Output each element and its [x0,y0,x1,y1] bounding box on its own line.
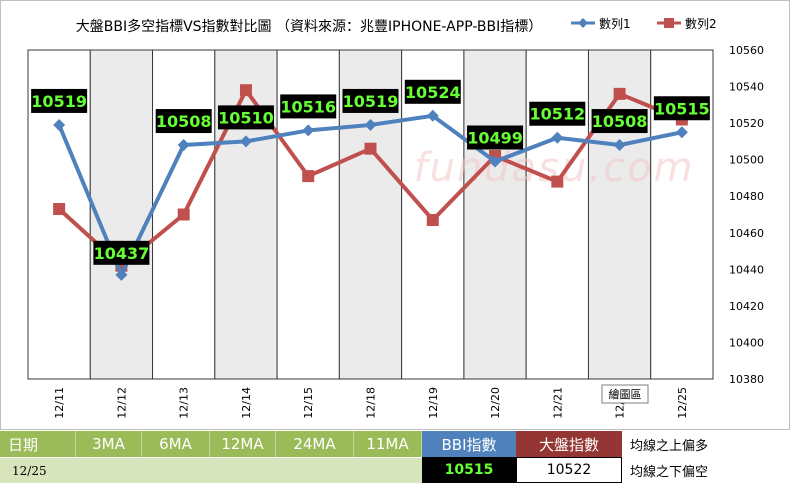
header-bbi: BBI指數 [422,431,516,457]
x-tick-label: 12/14 [240,387,253,419]
tooltip-text: 繪圖區 [609,387,642,401]
data-label-box [467,125,524,150]
header-6ma: 6MA [142,431,210,457]
plot-band [587,49,652,380]
series-1-point [239,135,252,148]
data-label-box [217,105,274,130]
plot-band [214,49,278,380]
x-tick-label: 12/19 [427,387,440,419]
x-tick-label: 12/15 [302,387,315,419]
header-index: 大盤指數 [516,431,622,457]
series-2-point [177,208,190,221]
legend-label: 數列1 [599,17,631,31]
series-1-point [675,126,688,139]
y-tick-label: 10420 [729,300,764,313]
legend: 數列1 數列2 [571,17,717,31]
data-label: 10508 [592,112,648,131]
plot-band [89,49,154,380]
plot-band [525,49,589,380]
chart[interactable]: 大盤BBI多空指標VS指數對比圖 （資料來源：兆豐IPHONE-APP-BBI指… [1,1,791,431]
y-tick-label: 10520 [729,117,764,130]
data-label-box [155,109,212,134]
x-tick-label: 12/20 [489,387,502,419]
data-label: 10515 [654,99,710,118]
series-1-point [302,124,315,137]
x-tick-label: 12/11 [53,387,66,419]
header-11ma: 11MA [354,431,422,457]
y-tick-label: 10560 [729,44,764,57]
x-tick-label: 12/25 [676,387,689,419]
legend-marker [578,18,588,28]
data-label: 10512 [529,105,585,124]
summary-table: 日期 3MA 6MA 12MA 24MA 11MA BBI指數 大盤指數 均線之… [0,431,792,483]
x-axis: 12/11 12/12 12/13 12/14 12/15 12/18 12/19 12/20… [53,387,689,419]
data-label: 10437 [94,244,150,263]
y-tick-label: 10540 [729,81,764,94]
data-label-box [653,96,710,121]
chart-frame[interactable]: 大盤BBI多空指標VS指數對比圖 （資料來源：兆豐IPHONE-APP-BBI指… [0,0,790,430]
x-tick-label: 12/21 [551,387,564,419]
row-date: 12/25 [0,457,422,483]
x-tick-label: 12/12 [115,387,128,419]
data-label-box [342,88,399,113]
legend-marker [664,18,674,28]
bbi-value: 10515 [422,457,516,483]
series-1-point [364,118,377,131]
index-value: 10522 [516,457,622,483]
note-bullish: 均線之上偏多 [622,431,792,457]
tooltip: 繪圖區 [601,384,649,404]
y-tick-label: 10400 [729,336,764,349]
data-labels: 10519 10437 10508 10510 10516 10519 10524 10499… [31,79,710,265]
series-1-point [53,118,66,131]
header-date: 日期 [0,431,76,457]
note-bearish: 均線之下偏空 [622,457,792,483]
data-label: 10516 [280,97,336,116]
series-2-point [551,175,564,188]
series-2-point [364,142,377,155]
series-2-point [613,87,626,100]
legend-label: 數列2 [685,17,717,31]
data-label: 10519 [343,92,399,111]
y-tick-label: 10460 [729,227,764,240]
series-1-point [115,268,128,281]
y-tick-label: 10440 [729,263,764,276]
data-label-box [529,101,586,126]
plot-band [463,49,527,380]
data-label: 10499 [467,128,523,147]
series-layer [53,84,688,281]
y-tick-label: 10480 [729,190,764,203]
y-tick-label: 10380 [729,373,764,386]
header-24ma: 24MA [276,431,354,457]
data-label-box [280,94,337,119]
data-label-box [404,79,461,104]
series-1-point [489,155,502,168]
series-2-point [239,84,252,97]
series-1-point [613,139,626,152]
data-label: 10524 [405,83,461,102]
series-2-point [302,170,315,183]
series-1-point [426,109,439,122]
y-tick-label: 10500 [729,154,764,167]
tooltip-box [601,384,649,404]
data-label: 10510 [218,108,274,127]
data-label-box [31,88,88,113]
y-axis: 10380 10400 10420 10440 10460 10480 10500 10520… [729,44,764,386]
x-tick-label: 12/13 [178,387,191,419]
series-1-point [177,139,190,152]
chart-title: 大盤BBI多空指標VS指數對比圖 （資料來源：兆豐IPHONE-APP-BBI指… [76,18,542,35]
series-2-point [426,213,439,226]
data-label-box [591,109,648,134]
data-label-box [93,240,150,265]
data-label: 10508 [156,112,212,131]
header-12ma: 12MA [210,431,276,457]
x-tick-label: 12/18 [365,387,378,419]
series-1-point [551,131,564,144]
data-label: 10519 [31,92,87,111]
series-2-point [53,203,66,216]
header-3ma: 3MA [76,431,142,457]
